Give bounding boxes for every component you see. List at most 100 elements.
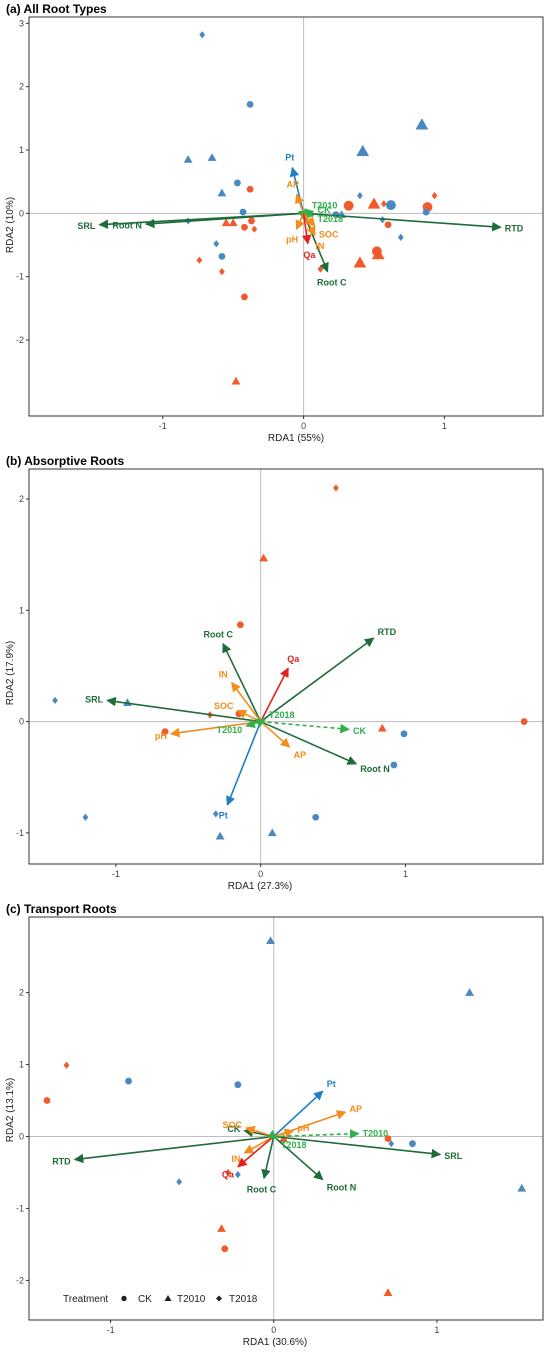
vector-arrow [273, 1090, 324, 1138]
y-tick-label: 0 [19, 1131, 24, 1141]
x-tick-label: 1 [434, 1325, 439, 1335]
vector-arrow [260, 720, 358, 765]
vector-arrow [295, 193, 305, 214]
data-point-diamond [397, 233, 404, 241]
y-tick-label: 2 [19, 82, 24, 92]
panel-3: -1 0 1 -2 -1 0 1 2 RTD SRL Root N Root C CK Pt AP pH SOC… [16, 916, 544, 1335]
data-point-circle [312, 813, 320, 821]
data-point-diamond [431, 192, 438, 200]
vector-label: Root N [112, 220, 142, 230]
vector-label: Root C [247, 1184, 277, 1194]
y-tick-label: -2 [16, 1275, 24, 1285]
vector-label: Pt [285, 153, 294, 163]
vector-arrow [226, 721, 262, 806]
data-point-diamond [380, 200, 387, 208]
data-point-diamond [199, 31, 206, 39]
vector-arrow [261, 1136, 275, 1180]
panel-b-title: (b) Absorptive Roots [6, 454, 125, 468]
y-tick-label: 1 [19, 1060, 24, 1070]
data-point-triangle [228, 218, 238, 227]
vector-label: Root C [317, 277, 347, 287]
panel-a-xlabel: RDA1 (55%) [268, 433, 324, 444]
data-point-circle [390, 761, 398, 769]
panel-a-ylabel: RDA2 (10%) [5, 197, 16, 253]
y-tick-label: 1 [19, 145, 24, 155]
data-point-diamond [251, 225, 258, 233]
data-point-triangle [383, 1288, 393, 1296]
vector-arrow [302, 212, 316, 237]
y-tick-label: 2 [19, 988, 24, 998]
data-point-diamond [357, 192, 363, 200]
legend-t2018-label: T2018 [229, 1294, 258, 1305]
vector-arrow [289, 166, 305, 214]
vector-label: IN [315, 241, 324, 251]
plot-frame [28, 16, 544, 417]
data-point-circle [234, 1081, 242, 1089]
vector-label: SOC [319, 230, 339, 240]
vector-label: SRL [85, 694, 104, 704]
vector-label: RTD [505, 224, 524, 234]
data-point-triangle [371, 248, 385, 260]
data-point-triangle [217, 188, 227, 197]
panel-b-ylabel: RDA2 (17.9%) [5, 641, 16, 705]
legend-title: Treatment [63, 1294, 108, 1305]
vector-label: RTD [52, 1156, 71, 1166]
data-point-diamond [52, 696, 58, 705]
legend-t2018-marker [216, 1295, 222, 1302]
data-point-diamond [317, 265, 324, 273]
data-point-circle [385, 200, 396, 211]
panel-c-title: (c) Transport Roots [6, 902, 117, 916]
data-point-triangle [267, 828, 277, 837]
data-point-circle [241, 223, 248, 231]
data-point-circle [520, 718, 528, 725]
vector-arrow [303, 212, 502, 232]
vector-label: RTD [378, 627, 397, 637]
vector-label: T2010 [363, 1129, 389, 1139]
panel-c-ylabel: RDA2 (13.1%) [5, 1078, 16, 1142]
data-point-circle [246, 101, 254, 108]
plot-frame [28, 916, 544, 1321]
data-point-diamond [333, 484, 339, 492]
vector-label: Root C [203, 629, 233, 639]
vector-label: pH [286, 235, 298, 245]
vector-label: T2018 [269, 710, 295, 720]
vector-arrow [267, 1129, 278, 1140]
data-point-triangle [356, 144, 370, 157]
vector-label: Qa [222, 1169, 235, 1179]
y-tick-label: -1 [16, 1203, 24, 1213]
data-point-diamond [63, 1061, 70, 1069]
vector-arrow [259, 667, 289, 722]
data-point-circle [248, 217, 255, 225]
data-point-diamond [388, 1140, 395, 1148]
data-point-circle [246, 185, 254, 193]
legend: Treatment CK T2010 T2018 [63, 1294, 258, 1305]
vector-label: T2018 [317, 214, 343, 224]
data-point-triangle [217, 1224, 226, 1232]
vector-label: SOC [214, 701, 234, 711]
data-point-diamond [219, 268, 225, 276]
x-tick-label: 0 [271, 1325, 276, 1335]
data-point-diamond [212, 810, 219, 818]
data-point-circle [161, 728, 169, 735]
vector-arrow [295, 213, 305, 231]
y-tick-label: 0 [19, 208, 24, 218]
data-point-triangle [465, 988, 474, 996]
data-point-triangle [517, 1183, 527, 1192]
x-tick-label: 0 [301, 421, 306, 431]
x-tick-label: 1 [403, 869, 408, 879]
data-point-circle [125, 1077, 132, 1085]
vector-label: T2018 [281, 1140, 307, 1150]
x-tick-label: 0 [258, 869, 263, 879]
y-tick-label: -2 [16, 335, 24, 345]
vector-label: AP [286, 180, 299, 190]
vector-label: Root N [360, 764, 390, 774]
data-point-circle [241, 293, 248, 301]
vector-arrow [260, 720, 350, 734]
data-point-triangle [183, 155, 193, 163]
y-tick-label: 3 [19, 18, 24, 28]
vector-label: Qa [287, 654, 300, 664]
legend-ck-label: CK [138, 1294, 152, 1305]
data-point-circle [343, 200, 354, 211]
data-point-triangle [259, 553, 268, 562]
